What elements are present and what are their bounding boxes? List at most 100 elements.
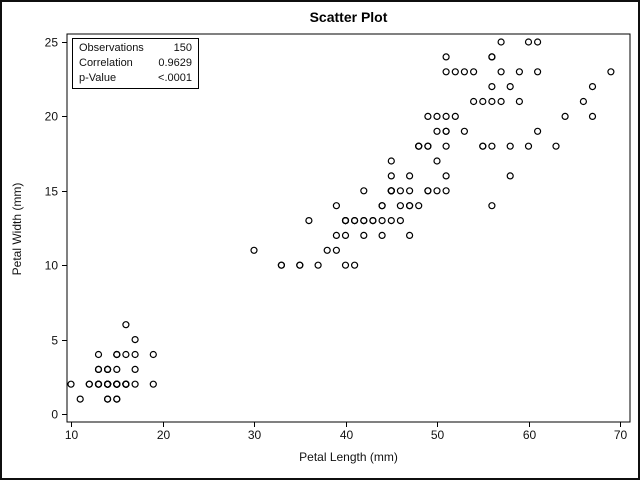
data-point [122, 350, 130, 359]
data-point [332, 202, 340, 210]
data-point [424, 142, 432, 150]
data-point [94, 350, 103, 359]
data-point [451, 112, 459, 121]
data-point [67, 380, 75, 388]
chart-title: Scatter Plot [309, 9, 388, 25]
data-point [94, 365, 103, 373]
data-point [341, 231, 350, 239]
data-point [460, 68, 468, 76]
data-point [488, 142, 496, 150]
data-point [607, 68, 615, 76]
data-point [433, 187, 441, 195]
data-point [131, 365, 139, 373]
data-point [524, 38, 533, 46]
data-point [533, 127, 542, 135]
data-point [351, 217, 359, 225]
data-point [387, 217, 395, 225]
observations-value: 150 [173, 42, 192, 54]
data-point [424, 112, 432, 121]
data-point [442, 127, 450, 135]
data-point [488, 202, 496, 210]
data-point [369, 217, 377, 225]
data-point [360, 217, 368, 225]
data-point [378, 217, 386, 225]
data-point [131, 350, 139, 359]
data-point [479, 97, 487, 106]
p-value-label: p-Value [79, 72, 117, 84]
x-tick-label: 60 [523, 428, 537, 442]
data-point [406, 202, 414, 210]
data-point [488, 53, 496, 61]
data-point [103, 380, 112, 388]
data-point [360, 187, 368, 195]
y-tick-label: 15 [45, 185, 59, 199]
inset-row-observations: Observations 150 [79, 41, 192, 56]
data-point [378, 231, 386, 239]
data-point [506, 142, 514, 150]
x-tick-label: 20 [157, 428, 171, 442]
x-tick-label: 40 [340, 428, 354, 442]
data-point [396, 187, 404, 195]
data-point [149, 380, 157, 388]
data-point [442, 142, 450, 150]
data-point [515, 97, 524, 106]
data-point [277, 261, 285, 269]
data-point [561, 112, 569, 121]
data-point [149, 350, 157, 359]
observations-label: Observations [79, 42, 144, 54]
data-point [479, 142, 487, 150]
data-point [113, 350, 121, 359]
y-tick-label: 5 [51, 334, 58, 348]
data-point [250, 246, 258, 254]
data-point [323, 246, 331, 254]
data-point [442, 112, 450, 121]
data-point [378, 202, 386, 210]
x-axis-title: Petal Length (mm) [299, 450, 398, 464]
plot-frame [66, 33, 631, 423]
data-point [460, 127, 468, 135]
data-point [415, 142, 423, 150]
data-point [488, 97, 496, 106]
data-point [579, 97, 588, 106]
data-point [442, 68, 450, 76]
data-point [533, 68, 542, 76]
data-point [442, 53, 450, 61]
data-point [433, 157, 441, 165]
y-tick-label: 10 [45, 259, 59, 273]
data-point [103, 365, 112, 373]
x-tick-label: 30 [248, 428, 262, 442]
y-tick-label: 25 [45, 36, 59, 50]
y-axis-title: Petal Width (mm) [10, 182, 24, 276]
data-point [122, 380, 130, 388]
correlation-value: 0.9629 [158, 57, 192, 69]
data-point [524, 142, 533, 150]
data-point [351, 261, 359, 269]
y-tick-label: 0 [51, 408, 58, 422]
inset-row-correlation: Correlation 0.9629 [79, 56, 192, 71]
data-point [506, 82, 514, 91]
data-point [305, 217, 313, 225]
y-tick-label: 20 [45, 110, 59, 124]
data-point [113, 365, 121, 373]
data-point [497, 68, 505, 76]
data-point [131, 380, 139, 388]
data-point [332, 231, 340, 239]
data-point [442, 187, 450, 195]
correlation-label: Correlation [79, 57, 133, 69]
data-point [103, 395, 112, 403]
x-tick-label: 10 [65, 428, 79, 442]
data-point [387, 157, 395, 165]
data-point [424, 187, 432, 195]
data-point [533, 38, 542, 46]
data-point [406, 187, 414, 195]
data-point [113, 380, 121, 388]
x-tick-label: 70 [614, 428, 628, 442]
data-point [85, 380, 93, 388]
data-point [406, 172, 414, 180]
data-point [396, 217, 404, 225]
data-point [406, 231, 414, 239]
data-point [451, 68, 459, 76]
data-point [396, 202, 404, 210]
